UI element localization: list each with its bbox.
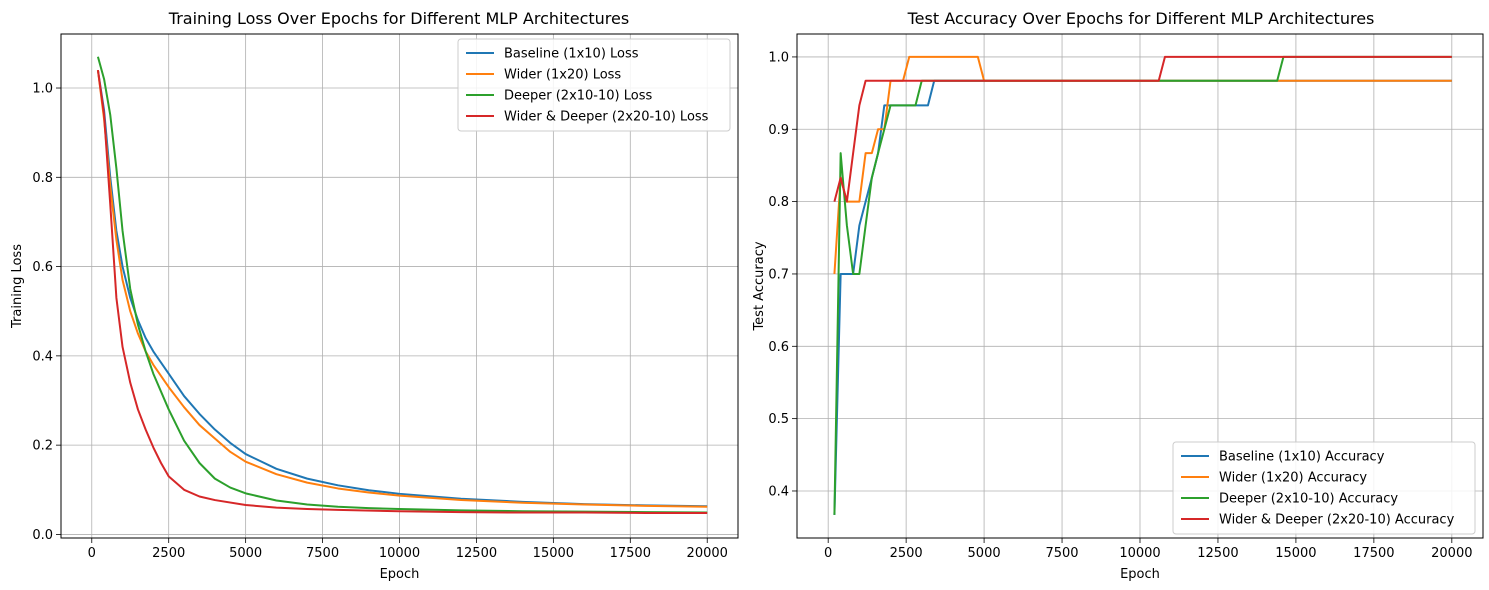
accuracy-chart-x-label: Epoch [1120,567,1160,582]
accuracy-chart-series-wider_deeper [833,55,1452,203]
loss-chart-x-tick-label: 17500 [610,546,651,561]
accuracy-chart-x-tick-label: 20000 [1431,546,1472,561]
loss-chart-x-tick-label: 2500 [152,546,185,561]
loss-chart-ticks: 0 2500 5000 7500 10000 12500 15000 17500 20000 0.… [32,82,728,561]
accuracy-chart-ticks: 0 2500 5000 7500 10000 12500 15000 17500 20000 0.… [768,50,1472,561]
loss-chart-series-baseline [96,70,708,508]
accuracy-chart-x-tick-label: 0 [824,546,832,561]
loss-chart-legend-label: Deeper (2x10-10) Loss [504,89,652,104]
accuracy-chart-y-tick-label: 0.6 [768,340,789,355]
accuracy-chart-legend-label: Wider (1x20) Accuracy [1219,471,1367,486]
loss-chart-legend-label: Wider & Deeper (2x20-10) Loss [504,110,709,125]
accuracy-chart-x-tick-label: 5000 [968,546,1001,561]
loss-chart-x-tick-label: 10000 [379,546,420,561]
loss-chart-x-tick-label: 0 [88,546,96,561]
loss-chart-x-tick-label: 15000 [533,546,574,561]
loss-chart-legend: Baseline (1x10) Loss Wider (1x20) Loss Dee… [457,38,731,132]
accuracy-chart-x-tick-label: 10000 [1119,546,1160,561]
loss-chart-y-tick-label: 0.8 [32,171,53,186]
accuracy-chart-legend-label: Deeper (2x10-10) Accuracy [1219,492,1398,507]
accuracy-chart-series-deeper [833,55,1452,515]
loss-chart-lines [96,56,708,514]
accuracy-chart-y-tick-label: 0.4 [768,484,789,499]
loss-chart-series-deeper [96,56,708,514]
accuracy-chart-y-label: Test Accuracy [752,241,767,331]
accuracy-chart-x-tick-label: 2500 [890,546,923,561]
accuracy-chart-series-wider [833,55,1452,275]
loss-chart-x-label: Epoch [380,567,420,582]
accuracy-chart-y-tick-label: 1.0 [768,50,789,65]
accuracy-chart-y-tick-label: 0.8 [768,195,789,210]
loss-chart-y-tick-label: 1.0 [32,82,53,97]
loss-chart-title: Training Loss Over Epochs for Different … [168,9,629,28]
loss-chart-y-tick-label: 0.4 [32,349,53,364]
loss-chart-y-tick-label: 0.2 [32,439,53,454]
accuracy-chart-x-tick-label: 17500 [1353,546,1394,561]
accuracy-chart-x-tick-label: 7500 [1045,546,1078,561]
loss-chart-series-wider_deeper [96,70,708,514]
loss-chart-y-label: Training Loss [10,244,25,329]
loss-chart-x-tick-label: 7500 [306,546,339,561]
accuracy-chart-x-tick-label: 12500 [1197,546,1238,561]
loss-chart-legend-box [457,38,731,132]
accuracy-chart-legend: Baseline (1x10) Accuracy Wider (1x20) Acc… [1172,441,1476,535]
accuracy-chart-lines [833,55,1452,515]
loss-chart-x-tick-label: 5000 [229,546,262,561]
loss-chart-series-wider [96,70,708,508]
loss-chart-legend-label: Wider (1x20) Loss [504,68,621,83]
accuracy-chart-y-tick-label: 0.7 [768,267,789,282]
accuracy-chart-x-tick-label: 15000 [1275,546,1316,561]
accuracy-chart-legend-label: Wider & Deeper (2x20-10) Accuracy [1219,513,1455,528]
loss-chart-y-tick-label: 0.0 [32,528,53,543]
loss-chart: Training Loss Over Epochs for Different … [10,9,739,582]
accuracy-chart-title: Test Accuracy Over Epochs for Different … [907,9,1375,28]
loss-chart-y-tick-label: 0.6 [32,260,53,275]
loss-chart-legend-label: Baseline (1x10) Loss [504,47,639,62]
loss-chart-x-tick-label: 12500 [456,546,497,561]
accuracy-chart-legend-label: Baseline (1x10) Accuracy [1219,450,1385,465]
accuracy-chart-y-tick-label: 0.9 [768,123,789,138]
accuracy-chart-legend-box [1172,441,1476,535]
loss-chart-x-tick-label: 20000 [687,546,728,561]
accuracy-chart-y-tick-label: 0.5 [768,412,789,427]
accuracy-chart: Test Accuracy Over Epochs for Different … [752,9,1484,582]
